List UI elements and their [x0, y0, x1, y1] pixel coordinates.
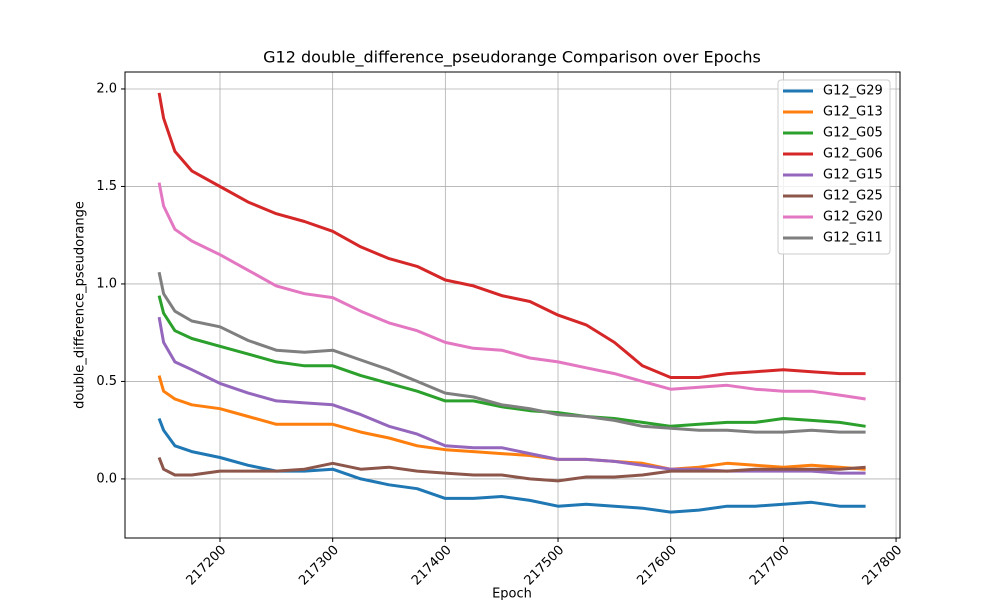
series-line: [157, 182, 866, 401]
legend-label: G12_G13: [823, 105, 883, 120]
series-line: [157, 417, 866, 514]
x-tick-label: 217500: [522, 543, 568, 589]
y-tick-label: 1.0: [96, 276, 117, 291]
y-tick-label: 2.0: [96, 81, 117, 96]
series-line: [157, 316, 866, 475]
x-axis-label: Epoch: [492, 587, 532, 600]
x-tick-label: 217600: [634, 543, 680, 589]
legend-label: G12_G29: [823, 84, 883, 99]
plot-frame: [124, 71, 901, 539]
legend-label: G12_G25: [823, 189, 883, 204]
legend-label: G12_G15: [823, 168, 883, 183]
chart-title: G12 double_difference_pseudorange Compar…: [263, 48, 761, 68]
series-line: [157, 375, 866, 471]
legend-label: G12_G06: [823, 147, 883, 162]
y-tick-label: 0.0: [96, 471, 117, 486]
y-tick-label: 1.5: [96, 179, 117, 194]
x-tick-label: 217200: [184, 543, 230, 589]
legend-label: G12_G05: [823, 126, 883, 141]
series-line: [157, 271, 866, 434]
y-axis-label: double_difference_pseudorange: [73, 201, 88, 409]
legend-label: G12_G11: [823, 231, 883, 246]
y-tick-label: 0.5: [96, 374, 117, 389]
legend-box: [777, 79, 891, 255]
legend-label: G12_G20: [823, 210, 883, 225]
x-tick-label: 217700: [747, 543, 793, 589]
series-line: [157, 92, 866, 379]
x-tick-label: 217400: [409, 543, 455, 589]
x-tick-label: 217800: [860, 543, 906, 589]
series-line: [157, 295, 866, 428]
x-tick-label: 217300: [296, 543, 342, 589]
series-line: [157, 456, 866, 483]
